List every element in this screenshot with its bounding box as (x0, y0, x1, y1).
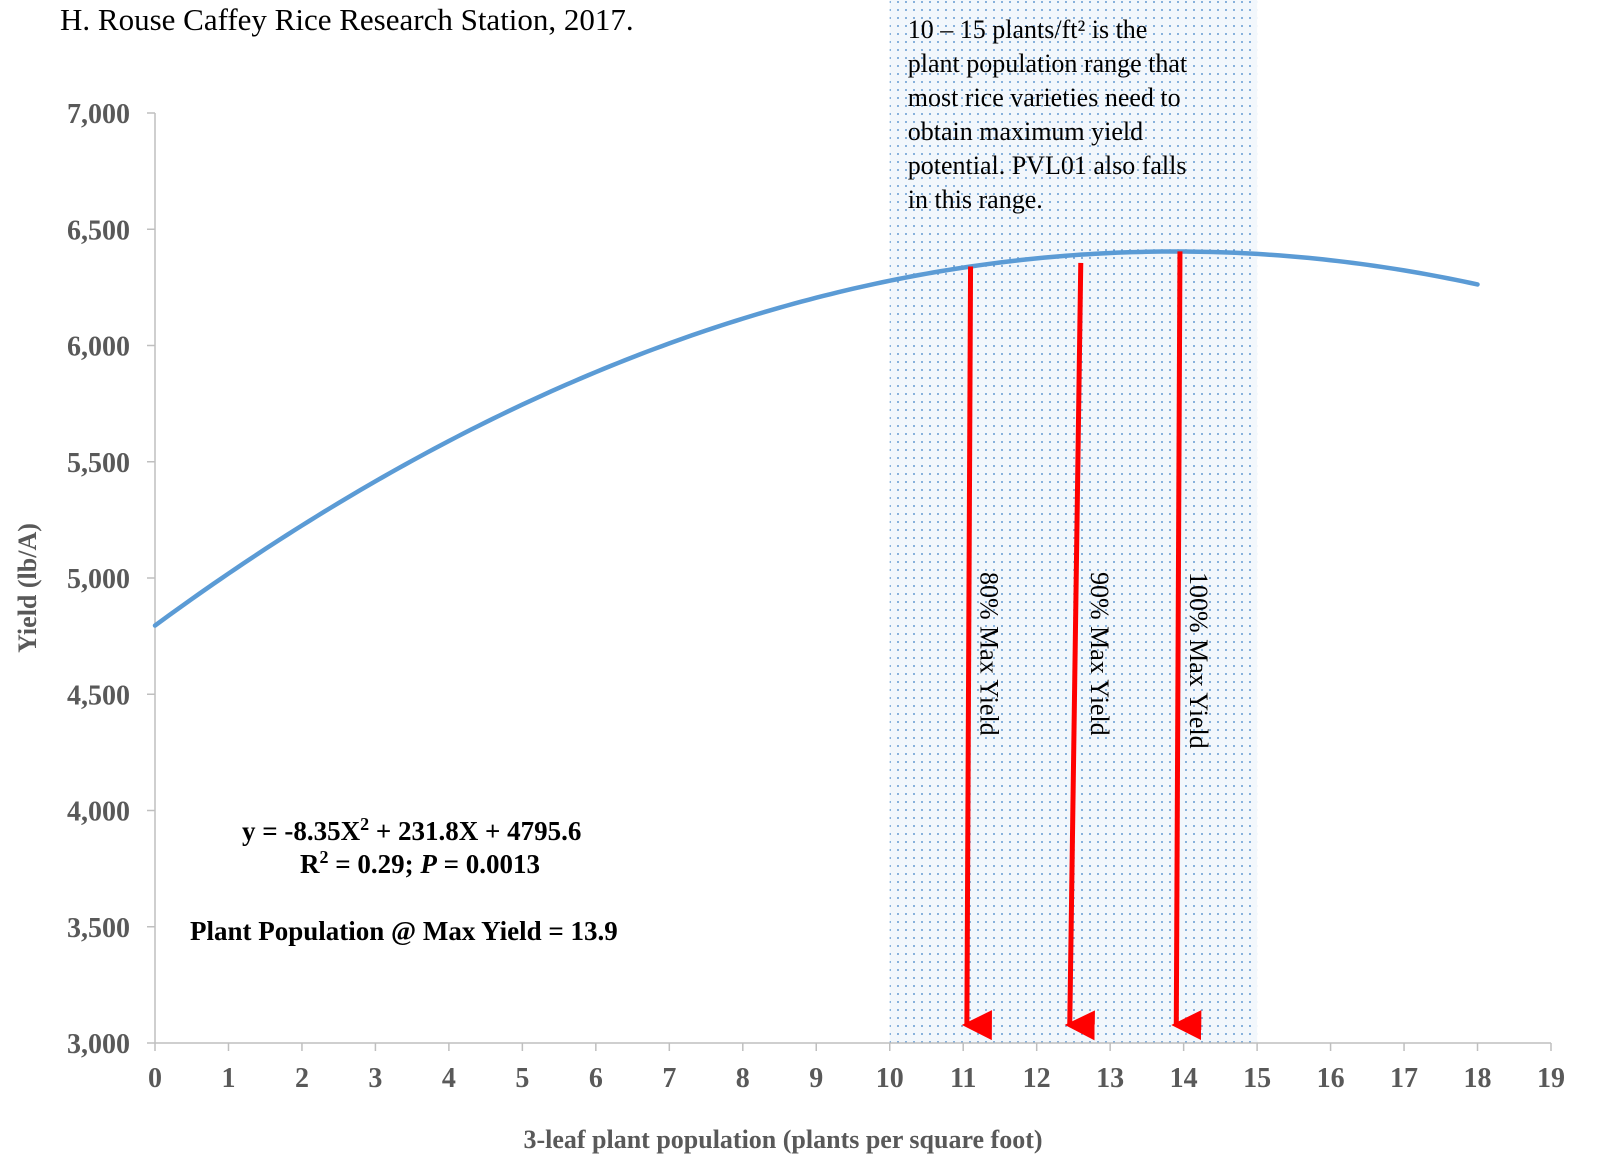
x-axis-label: 3-leaf plant population (plants per squa… (523, 1125, 1042, 1154)
equation-suffix: + 231.8X + 4795.6 (369, 816, 581, 846)
y-axis-label: Yield (lb/A) (13, 523, 42, 653)
y-tick-label: 6,000 (67, 332, 130, 363)
r2-middle: = 0.29; (329, 849, 421, 879)
max-yield-arrow (961, 266, 992, 1041)
x-tick-label: 5 (515, 1063, 529, 1094)
y-tick-label: 4,500 (67, 680, 130, 711)
arrow-label: 100% Max Yield (1184, 572, 1213, 749)
x-tick-label: 6 (589, 1063, 603, 1094)
x-tick-label: 16 (1317, 1063, 1345, 1094)
x-tick-label: 15 (1243, 1063, 1271, 1094)
x-tick-label: 10 (876, 1063, 904, 1094)
x-axis-ticks: 0 1 2 3 4 5 6 7 8 9 10 11 12 13 14 15 16 17 18 19 (148, 1043, 1565, 1094)
yield-curve (152, 249, 1480, 628)
x-tick-label: 11 (950, 1063, 976, 1094)
r2-superscript: 2 (320, 847, 329, 867)
x-tick-label: 3 (368, 1063, 382, 1094)
shaded-note-line: 10 – 15 plants/ft² is the (908, 15, 1148, 44)
shaded-note-line: plant population range that (908, 49, 1188, 78)
x-tick-label: 7 (662, 1063, 676, 1094)
x-tick-label: 9 (809, 1063, 823, 1094)
x-tick-label: 19 (1537, 1063, 1565, 1094)
equation-superscript: 2 (360, 814, 369, 834)
x-tick-label: 12 (1023, 1063, 1051, 1094)
y-tick-label: 3,000 (67, 1029, 130, 1060)
arrow-label: 90% Max Yield (1085, 572, 1114, 736)
x-tick-label: 1 (221, 1063, 235, 1094)
y-axis-ticks: 3,000 3,500 4,000 4,500 5,000 5,500 6,000 6,500… (67, 99, 155, 1060)
shaded-note-line: most rice varieties need to (908, 83, 1181, 112)
x-tick-label: 4 (442, 1063, 456, 1094)
shaded-range-note: 10 – 15 plants/ft² is the plant populatio… (908, 15, 1188, 214)
x-tick-label: 14 (1170, 1063, 1198, 1094)
y-tick-label: 6,500 (67, 215, 130, 246)
shaded-note-line: potential. PVL01 also falls (908, 151, 1187, 180)
y-tick-label: 4,000 (67, 797, 130, 828)
y-tick-label: 3,500 (67, 913, 130, 944)
shaded-region (889, 0, 1258, 1043)
shaded-note-line: obtain maximum yield (908, 117, 1143, 146)
y-tick-label: 7,000 (67, 99, 130, 130)
x-tick-label: 17 (1390, 1063, 1418, 1094)
y-tick-label: 5,000 (67, 564, 130, 595)
r2-suffix: = 0.0013 (437, 849, 540, 879)
max-yield-note: Plant Population @ Max Yield = 13.9 (190, 916, 618, 946)
x-tick-label: 18 (1464, 1063, 1492, 1094)
y-tick-label: 5,500 (67, 448, 130, 479)
x-tick-label: 0 (148, 1063, 162, 1094)
arrow-label: 80% Max Yield (975, 572, 1004, 736)
x-tick-label: 2 (295, 1063, 309, 1094)
equation-prefix: y = -8.35X (242, 816, 361, 846)
r-squared-text: R2 = 0.29; P = 0.0013 (300, 847, 540, 879)
p-italic: P (419, 849, 437, 879)
x-tick-label: 13 (1096, 1063, 1124, 1094)
chart-title: H. Rouse Caffey Rice Research Station, 2… (60, 2, 634, 37)
x-tick-label: 8 (736, 1063, 750, 1094)
shaded-note-line: in this range. (908, 185, 1043, 214)
max-yield-arrow (1064, 262, 1095, 1041)
max-yield-arrows: 80% Max Yield 90% Max Yield 100% Max Yield (961, 251, 1213, 1041)
r2-prefix: R (300, 849, 320, 879)
regression-equation: y = -8.35X2 + 231.8X + 4795.6 (242, 814, 581, 846)
max-yield-arrow (1171, 251, 1202, 1041)
